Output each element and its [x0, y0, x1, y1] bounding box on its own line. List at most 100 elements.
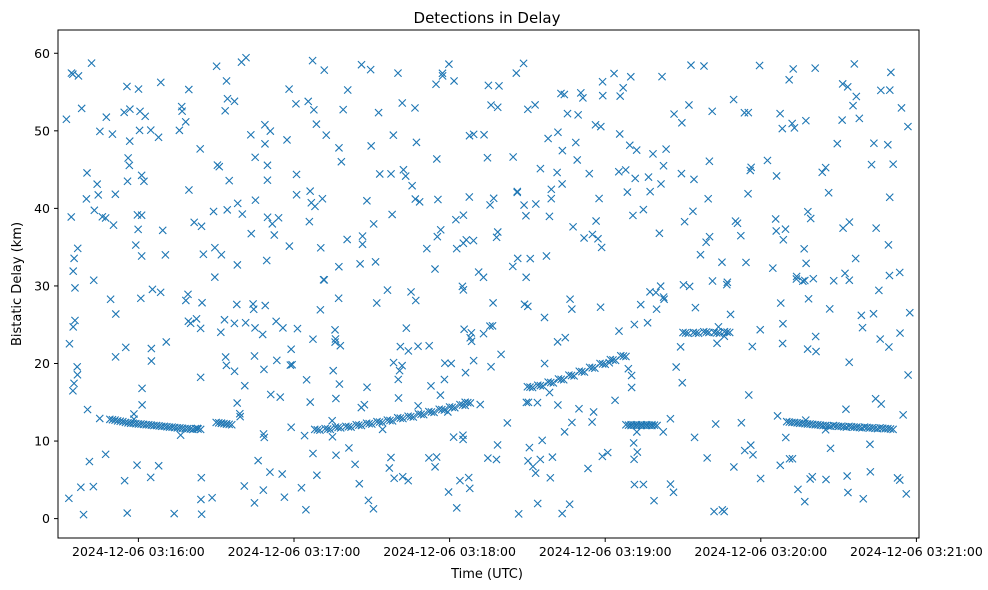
clutter-point: [678, 378, 687, 387]
clutter-point: [308, 449, 317, 458]
clutter-point: [449, 433, 458, 442]
clutter-point: [806, 214, 815, 223]
clutter-point: [558, 146, 567, 155]
clutter-point: [553, 128, 562, 137]
track-point: [886, 425, 895, 434]
clutter-point: [822, 475, 830, 484]
track-point: [681, 328, 690, 337]
clutter-point: [578, 93, 587, 102]
clutter-point: [133, 210, 142, 219]
track-point: [354, 421, 363, 430]
clutter-point: [595, 194, 604, 203]
clutter-point: [480, 130, 489, 139]
clutter-point: [593, 234, 602, 243]
clutter-point: [260, 139, 269, 148]
clutter-point: [249, 300, 258, 308]
clutter-point: [756, 325, 765, 334]
clutter-point: [824, 188, 833, 197]
clutter-point: [156, 78, 165, 87]
clutter-point: [574, 404, 583, 413]
clutter-point: [646, 287, 654, 296]
clutter-point: [469, 356, 478, 365]
clutter-point: [102, 113, 111, 122]
clutter-point: [493, 228, 502, 237]
clutter-point: [679, 280, 688, 289]
clutter-point: [748, 450, 757, 459]
clutter-point: [422, 244, 431, 253]
track-point: [549, 378, 558, 387]
clutter-point: [547, 185, 556, 194]
clutter-point: [565, 500, 574, 509]
clutter-point: [125, 105, 134, 114]
clutter-point: [246, 130, 255, 139]
clutter-point: [175, 126, 184, 135]
clutter-point: [328, 416, 337, 425]
clutter-point: [800, 276, 809, 285]
clutter-point: [884, 240, 893, 249]
clutter-point: [124, 154, 133, 162]
y-tick-label: 30: [34, 278, 50, 293]
clutter-point: [404, 346, 413, 355]
clutter-point: [331, 334, 340, 343]
clutter-point: [571, 138, 580, 147]
clutter-point: [520, 201, 529, 210]
clutter-point: [232, 300, 241, 309]
clutter-point: [198, 298, 207, 307]
clutter-point: [217, 250, 226, 259]
clutter-point: [469, 236, 478, 245]
track-point: [323, 425, 332, 434]
clutter-point: [111, 190, 120, 199]
track-point: [365, 419, 374, 428]
clutter-point: [615, 327, 623, 336]
clutter-point: [544, 134, 553, 143]
clutter-point: [533, 398, 542, 407]
clutter-point: [598, 77, 607, 86]
clutter-point: [291, 99, 300, 108]
clutter-point: [292, 190, 301, 199]
clutter-point: [708, 107, 717, 116]
clutter-point: [803, 207, 812, 216]
clutter-point: [64, 494, 73, 503]
clutter-point: [369, 219, 378, 228]
clutter-point: [176, 431, 185, 440]
clutter-point: [70, 283, 79, 292]
clutter-point: [316, 243, 325, 252]
clutter-point: [639, 480, 648, 489]
clutter-point: [493, 440, 502, 449]
track-point: [334, 423, 343, 432]
clutter-point: [589, 407, 598, 416]
clutter-point: [806, 474, 815, 483]
clutter-point: [161, 250, 170, 259]
clutter-point: [485, 322, 494, 331]
clutter-point: [776, 299, 785, 308]
clutter-point: [192, 314, 201, 323]
clutter-point: [372, 298, 381, 307]
clutter-point: [272, 317, 281, 326]
clutter-point: [486, 200, 495, 209]
clutter-point: [742, 258, 750, 267]
clutter-point: [390, 474, 399, 483]
clutter-point: [652, 305, 661, 314]
clutter-point: [209, 207, 218, 216]
clutter-point: [196, 324, 205, 333]
clutter-point: [710, 507, 719, 516]
clutter-point: [666, 414, 675, 423]
clutter-point: [630, 480, 639, 489]
clutter-point: [867, 160, 876, 169]
clutter-point: [531, 200, 540, 209]
chart-title: Detections in Delay: [414, 9, 561, 27]
clutter-point: [242, 53, 251, 62]
clutter-point: [889, 160, 898, 169]
clutter-point: [197, 222, 206, 231]
clutter-point: [306, 398, 315, 407]
clutter-point: [677, 169, 686, 178]
clutter-point: [318, 194, 327, 203]
clutter-point: [723, 278, 732, 287]
clutter-point: [788, 119, 797, 128]
clutter-point: [558, 509, 567, 518]
track-point: [725, 328, 734, 337]
track-point: [450, 403, 459, 412]
clutter-point: [776, 109, 785, 118]
track-point: [650, 421, 659, 430]
